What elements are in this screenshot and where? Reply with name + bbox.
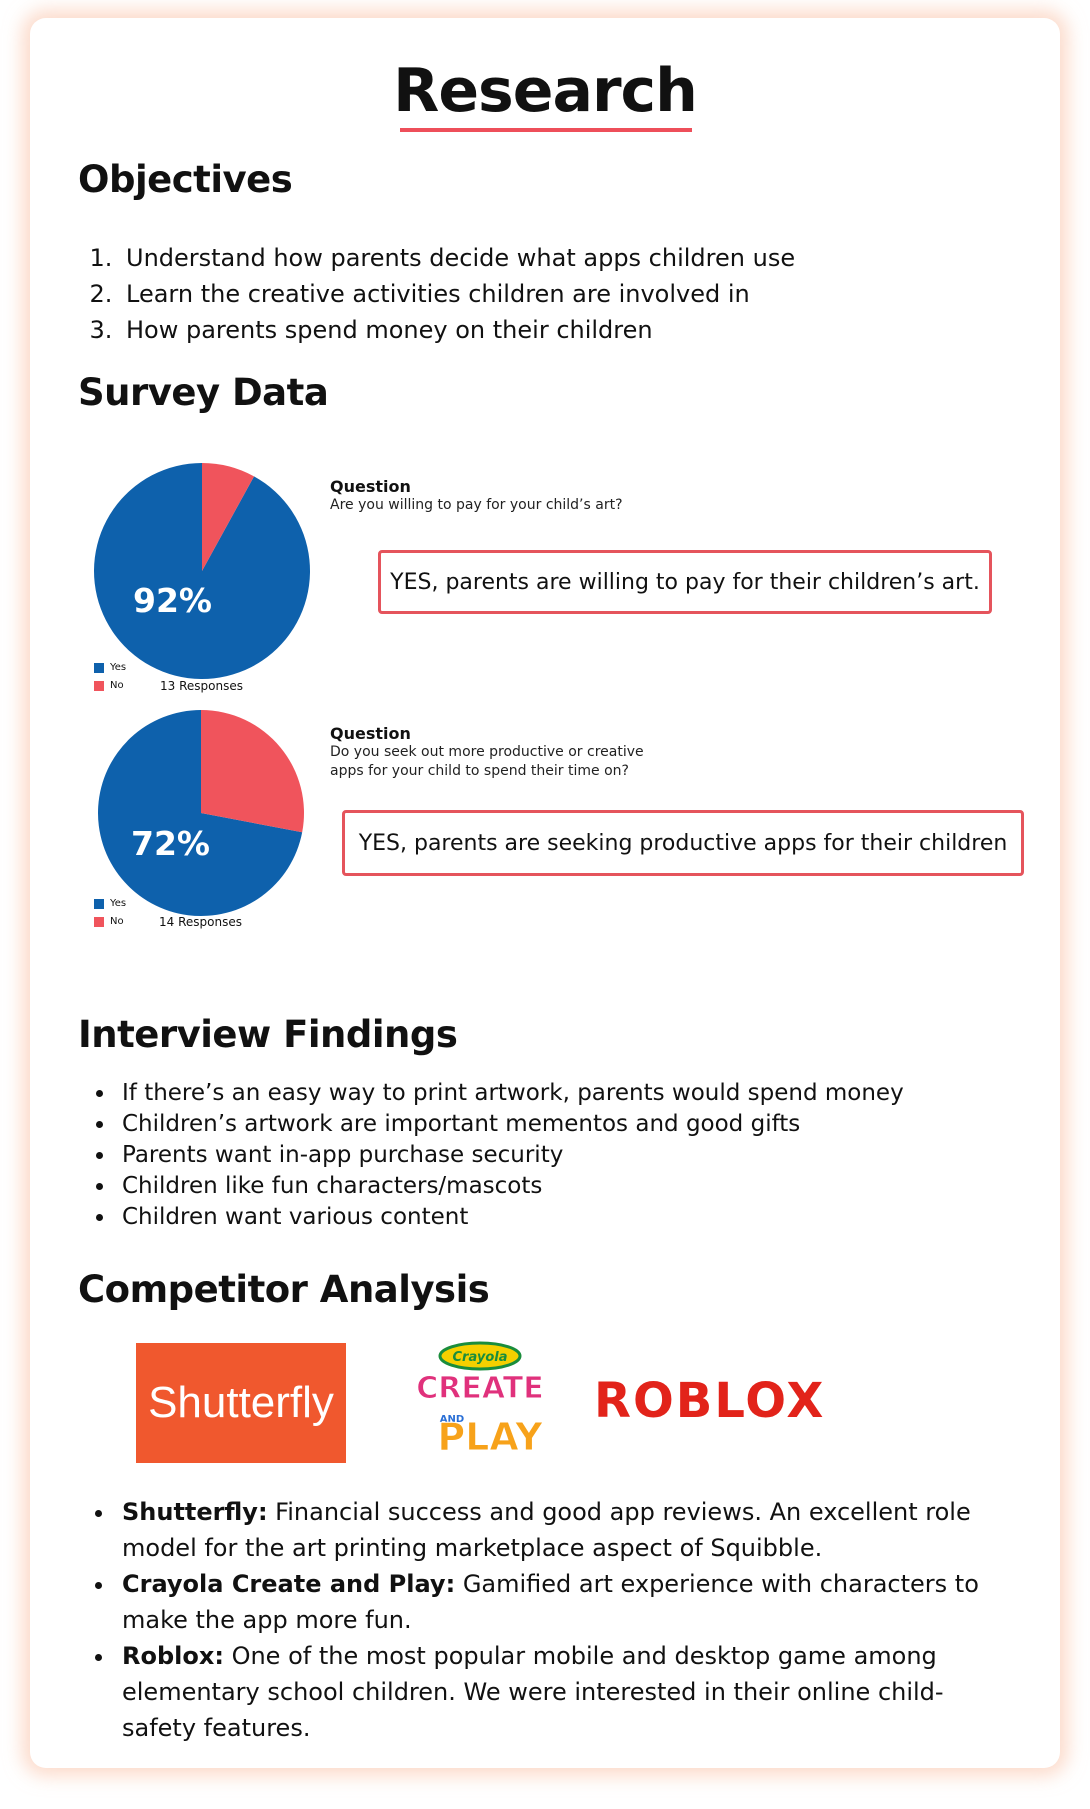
crayola-and-text: AND — [440, 1414, 464, 1425]
shutterfly-logo: Shutterfly — [136, 1343, 346, 1463]
pie-2-percent-label: 72% — [131, 824, 210, 863]
competitor-list: Shutterfly: Financial success and good a… — [92, 1494, 986, 1746]
competitor-name: Shutterfly: — [122, 1498, 268, 1526]
pie-2-responses: 14 Responses — [159, 915, 242, 929]
list-item: If there’s an easy way to print artwork,… — [116, 1078, 904, 1109]
roblox-logo-text: ROBLOX — [594, 1375, 825, 1425]
roblox-logo: ROBLOX — [594, 1375, 825, 1425]
question-2-label: Question — [330, 724, 411, 743]
list-item: Children’s artwork are important memento… — [116, 1109, 904, 1140]
title-underline — [400, 128, 692, 132]
pie-2-no-slice — [201, 710, 304, 833]
legend-no-swatch — [94, 917, 104, 927]
competitor-heading: Competitor Analysis — [78, 1268, 490, 1311]
competitor-item: Crayola Create and Play: Gamified art ex… — [116, 1566, 986, 1638]
competitor-name: Roblox: — [122, 1642, 224, 1670]
question-1-text: Are you willing to pay for your child’s … — [330, 497, 623, 513]
legend-no-label: No — [110, 680, 124, 691]
competitor-name: Crayola Create and Play: — [122, 1570, 456, 1598]
list-item: Parents want in-app purchase security — [116, 1140, 904, 1171]
page-title: Research — [393, 56, 698, 126]
competitor-desc: One of the most popular mobile and deskt… — [122, 1642, 944, 1742]
legend-no-swatch — [94, 681, 104, 691]
crayola-create-and-play-logo: Crayola CREATE AND PLAY — [416, 1341, 544, 1460]
list-item: Children want various content — [116, 1202, 904, 1233]
legend-yes-label: Yes — [110, 898, 127, 909]
pie-chart-1 — [94, 463, 310, 679]
legend-yes-swatch — [94, 663, 104, 673]
legend-yes-swatch — [94, 899, 104, 909]
objective-item: Learn the creative activities children a… — [120, 276, 795, 312]
legend-no-label: No — [110, 916, 124, 927]
legend-yes-label: Yes — [110, 662, 127, 673]
crayola-create-text: CREATE — [416, 1371, 543, 1406]
crayola-play-text: PLAY — [437, 1415, 543, 1459]
objective-item: Understand how parents decide what apps … — [120, 240, 795, 276]
interview-heading: Interview Findings — [78, 1013, 458, 1056]
pie-1-responses: 13 Responses — [160, 679, 243, 693]
objectives-list: Understand how parents decide what apps … — [92, 240, 795, 348]
competitor-item: Shutterfly: Financial success and good a… — [116, 1494, 986, 1566]
competitor-desc: Financial success and good app reviews. … — [122, 1498, 971, 1562]
objective-item: How parents spend money on their childre… — [120, 312, 795, 348]
pie-1-no-slice — [202, 463, 255, 571]
question-2-text: Do you seek out more productive or creat… — [330, 744, 644, 779]
interview-list: If there’s an easy way to print artwork,… — [92, 1078, 904, 1233]
callout-1: YES, parents are willing to pay for thei… — [378, 550, 992, 614]
objectives-heading: Objectives — [78, 158, 293, 201]
competitor-desc: Gamified art experience with characters … — [122, 1570, 979, 1634]
competitor-item: Roblox: One of the most popular mobile a… — [116, 1638, 986, 1746]
pie-chart-2 — [98, 710, 304, 916]
question-1-label: Question — [330, 477, 411, 496]
callout-2: YES, parents are seeking productive apps… — [342, 810, 1024, 876]
pie-2-yes-slice — [98, 710, 303, 916]
list-item: Children like fun characters/mascots — [116, 1171, 904, 1202]
research-card: Research Objectives Understand how paren… — [30, 18, 1060, 1768]
survey-heading: Survey Data — [78, 371, 329, 414]
pie-1-percent-label: 92% — [133, 581, 212, 620]
crayola-brand-text: Crayola — [453, 1350, 508, 1365]
